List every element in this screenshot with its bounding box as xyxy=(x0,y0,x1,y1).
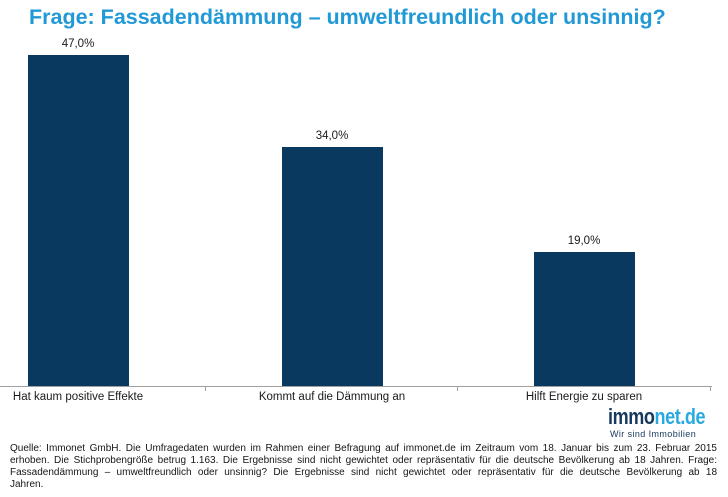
bar xyxy=(27,55,129,386)
x-axis-tick xyxy=(710,386,711,391)
source-note: Quelle: Immonet GmbH. Die Umfragedaten w… xyxy=(10,443,717,490)
immonet-logo: immonet.de Wir sind Immobilien xyxy=(608,404,726,440)
x-axis-tick xyxy=(205,386,206,391)
bar-value-label: 34,0% xyxy=(315,130,349,142)
category-label: Kommt auf die Dämmung an xyxy=(258,391,406,403)
logo-text-light: net.de xyxy=(654,404,706,429)
category-label: Hat kaum positive Effekte xyxy=(12,391,144,403)
x-axis-line xyxy=(0,386,712,387)
logo-text-dark: immo xyxy=(608,404,655,429)
category-label: Hilft Energie zu sparen xyxy=(525,391,643,403)
bar xyxy=(281,147,383,386)
bar xyxy=(533,252,635,386)
chart-title: Frage: Fassadendämmung – umweltfreundlic… xyxy=(29,5,666,29)
logo-tagline: Wir sind Immobilien xyxy=(610,429,697,439)
immonet-wordmark: immonet.de xyxy=(608,404,706,429)
x-axis-tick xyxy=(457,386,458,391)
bar-value-label: 19,0% xyxy=(567,235,601,247)
bar-value-label: 47,0% xyxy=(61,38,95,50)
